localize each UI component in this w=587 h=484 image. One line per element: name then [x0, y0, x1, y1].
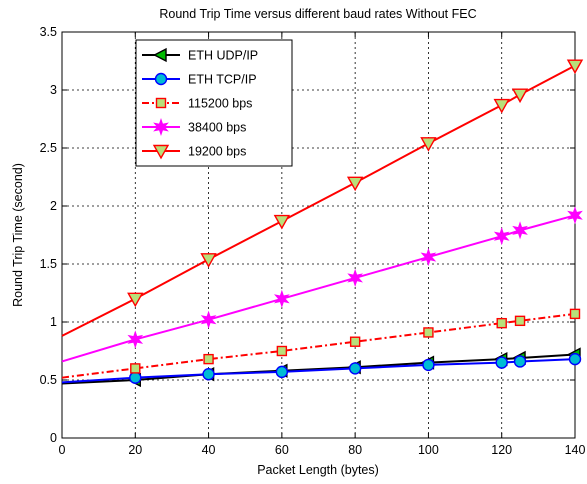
- data-point-38400-bps: [512, 221, 528, 240]
- data-point-eth-tcp-ip: [129, 371, 142, 384]
- data-point-eth-tcp-ip: [568, 352, 582, 366]
- y-tick-label: 0.5: [40, 373, 57, 387]
- data-point-38400-bps: [127, 330, 144, 349]
- data-point-eth-tcp-ip: [422, 358, 435, 372]
- y-tick-label: 3.5: [40, 25, 57, 39]
- data-point-eth-tcp-ip: [202, 368, 215, 381]
- legend-label: ETH UDP/IP: [188, 49, 258, 63]
- x-tick-label: 60: [275, 443, 289, 457]
- series-38400-bps: [61, 206, 583, 363]
- data-point-38400-bps: [200, 310, 217, 329]
- x-axis-label: Packet Length (bytes): [257, 463, 379, 477]
- data-point-115200-bps: [130, 363, 141, 374]
- x-tick-label: 120: [491, 443, 512, 457]
- data-point-115200-bps: [349, 336, 361, 347]
- y-tick-label: 2.5: [40, 141, 57, 155]
- legend-marker: [155, 97, 167, 109]
- legend-entry: ETH UDP/IP: [142, 47, 258, 63]
- legend: ETH UDP/IP ETH TCP/IP 115200 bps 38400 bps 1…: [135, 39, 293, 167]
- x-tick-label: 20: [128, 443, 142, 457]
- chart-title: Round Trip Time versus different baud ra…: [159, 7, 476, 21]
- data-point-115200-bps: [203, 353, 214, 365]
- data-point-19200-bps: [420, 137, 437, 152]
- data-point-38400-bps: [420, 247, 437, 267]
- legend-entry: ETH TCP/IP: [142, 73, 257, 87]
- y-tick-label: 3: [50, 83, 57, 97]
- legend-marker: [153, 117, 169, 137]
- series-19200-bps: [61, 59, 584, 337]
- legend-entry: 19200 bps: [142, 144, 246, 160]
- data-point-19200-bps: [493, 98, 510, 114]
- legend-marker: [152, 47, 167, 63]
- x-tick-label: 100: [418, 443, 439, 457]
- data-point-19200-bps: [346, 176, 364, 192]
- y-axis-label: Round Trip Time (second): [11, 163, 25, 307]
- data-point-19200-bps: [511, 88, 529, 104]
- data-point-115200-bps: [514, 315, 526, 327]
- data-point-19200-bps: [273, 214, 291, 230]
- y-tick-label: 2: [50, 199, 57, 213]
- data-point-115200-bps: [496, 317, 507, 329]
- legend-label: ETH TCP/IP: [188, 73, 257, 87]
- data-point-eth-tcp-ip: [495, 356, 508, 369]
- data-point-115200-bps: [276, 345, 288, 357]
- y-axis: 0 0.5 1 1.5 2 2.5 3 3.5: [40, 25, 575, 445]
- series-eth-tcp-ip: [61, 352, 582, 384]
- data-point-38400-bps: [274, 289, 290, 308]
- data-point-19200-bps: [127, 292, 144, 308]
- legend-marker: [154, 72, 168, 86]
- legend-entry: 115200 bps: [142, 97, 252, 111]
- legend-marker: [152, 144, 170, 160]
- data-point-eth-tcp-ip: [513, 355, 527, 368]
- data-point-115200-bps: [423, 327, 434, 338]
- x-tick-label: 0: [59, 443, 66, 457]
- legend-label: 19200 bps: [188, 145, 246, 159]
- legend-label: 115200 bps: [188, 97, 252, 111]
- plot-frame: [61, 31, 576, 439]
- x-tick-label: 140: [565, 443, 586, 457]
- series-layer: [61, 59, 584, 388]
- y-tick-label: 1.5: [40, 257, 57, 271]
- legend-entry: 38400 bps: [142, 117, 246, 137]
- y-tick-label: 0: [50, 431, 57, 445]
- x-tick-label: 40: [202, 443, 216, 457]
- data-point-38400-bps: [347, 268, 363, 287]
- data-point-eth-tcp-ip: [275, 365, 289, 379]
- data-point-115200-bps: [569, 308, 581, 320]
- data-point-eth-tcp-ip: [348, 362, 362, 375]
- data-point-38400-bps: [567, 206, 583, 225]
- y-tick-label: 1: [50, 315, 57, 329]
- data-point-19200-bps: [566, 59, 584, 75]
- data-point-38400-bps: [493, 227, 510, 246]
- x-axis: 0 20 40 60 80 100 120 140: [59, 32, 586, 457]
- x-tick-label: 80: [348, 443, 362, 457]
- legend-label: 38400 bps: [188, 121, 246, 135]
- data-point-19200-bps: [200, 253, 217, 268]
- series-115200-bps: [61, 308, 581, 379]
